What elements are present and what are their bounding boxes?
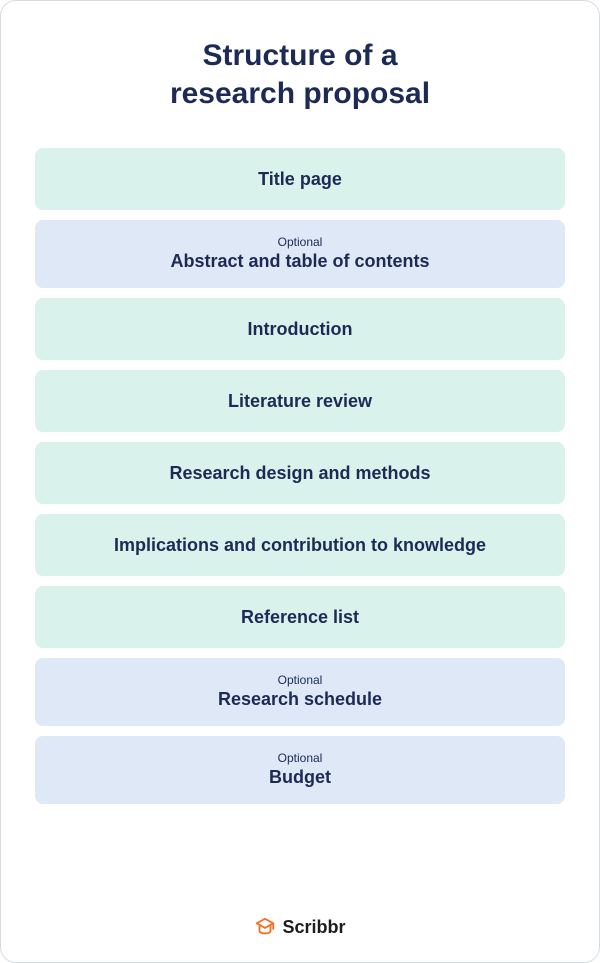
brand-footer: Scribbr bbox=[35, 896, 565, 938]
section-label: Introduction bbox=[248, 319, 353, 340]
section-label: Reference list bbox=[241, 607, 359, 628]
section-label: Title page bbox=[258, 169, 342, 190]
sections-list: Title page Optional Abstract and table of … bbox=[35, 148, 565, 804]
section-item: Title page bbox=[35, 148, 565, 210]
optional-tag: Optional bbox=[278, 673, 323, 687]
section-label: Literature review bbox=[228, 391, 372, 412]
optional-tag: Optional bbox=[278, 751, 323, 765]
section-item: Reference list bbox=[35, 586, 565, 648]
section-item: Literature review bbox=[35, 370, 565, 432]
infographic-card: Structure of aresearch proposal Title pa… bbox=[0, 0, 600, 963]
section-label: Research design and methods bbox=[169, 463, 430, 484]
section-item: Optional Research schedule bbox=[35, 658, 565, 726]
section-item: Optional Budget bbox=[35, 736, 565, 804]
section-label: Implications and contribution to knowled… bbox=[114, 535, 486, 556]
section-item: Introduction bbox=[35, 298, 565, 360]
section-label: Research schedule bbox=[218, 689, 382, 710]
page-title: Structure of aresearch proposal bbox=[35, 37, 565, 112]
section-item: Research design and methods bbox=[35, 442, 565, 504]
section-item: Optional Abstract and table of contents bbox=[35, 220, 565, 288]
scribbr-logo-icon bbox=[254, 916, 276, 938]
section-label: Abstract and table of contents bbox=[170, 251, 429, 272]
section-item: Implications and contribution to knowled… bbox=[35, 514, 565, 576]
optional-tag: Optional bbox=[278, 235, 323, 249]
brand-name: Scribbr bbox=[282, 917, 345, 938]
section-label: Budget bbox=[269, 767, 331, 788]
